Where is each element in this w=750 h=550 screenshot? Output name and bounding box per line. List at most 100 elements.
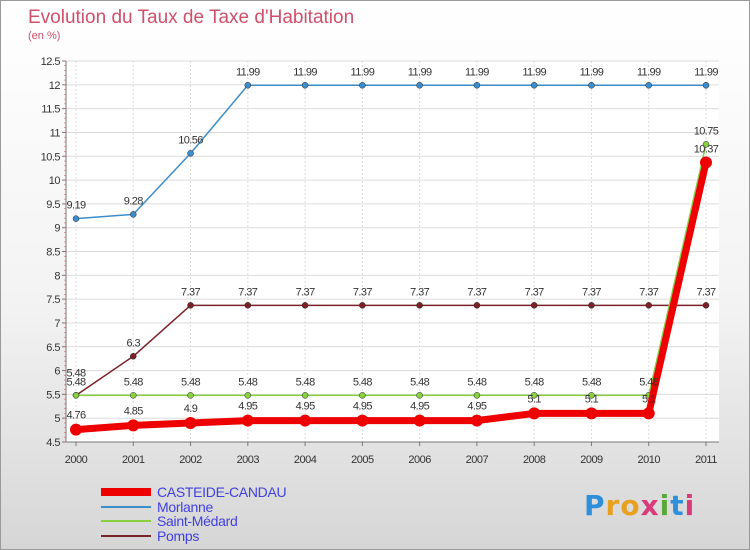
data-point-3	[244, 392, 252, 399]
data-point-2	[72, 215, 80, 222]
y-tick-label: 12	[49, 80, 61, 92]
legend-label: Pomps	[157, 527, 200, 544]
data-label: 5.48	[353, 376, 372, 388]
x-tick-label: 2003	[237, 454, 260, 466]
data-point-2	[416, 82, 423, 89]
data-label: 11.99	[694, 66, 718, 78]
data-point-1	[528, 407, 541, 420]
legend-swatch	[101, 488, 151, 497]
data-label: 4.95	[238, 401, 257, 413]
data-label: 7.37	[410, 286, 429, 298]
y-tick-label: 8	[54, 270, 60, 282]
data-point-4	[702, 302, 710, 309]
x-tick-label: 2007	[466, 454, 489, 466]
data-label: 7.37	[296, 286, 315, 298]
data-point-3	[187, 392, 194, 399]
legend-label: Morlanne	[157, 498, 213, 515]
series-line-3	[75, 143, 707, 397]
data-label: 5.48	[124, 376, 143, 388]
data-label: 10.37	[694, 143, 719, 155]
data-label: 11.99	[408, 66, 432, 78]
data-point-4	[588, 302, 595, 309]
x-tick-label: 2000	[65, 454, 88, 466]
data-label: 7.37	[582, 286, 601, 298]
data-label: 11.99	[580, 66, 604, 78]
legend-label: Saint-Médard	[157, 513, 238, 530]
data-point-3	[530, 392, 538, 399]
series-line-1	[72, 158, 710, 434]
data-point-2	[130, 211, 137, 218]
legend: CASTEIDE-CANDAU Morlanne Saint-Médard Pomps	[101, 484, 287, 544]
data-label: 5.1	[527, 393, 541, 405]
data-point-2	[530, 82, 538, 89]
legend-swatch	[101, 520, 151, 523]
data-label: 7.37	[238, 286, 257, 298]
data-point-4	[187, 302, 194, 309]
data-label: 4.95	[410, 401, 429, 413]
data-label: 11.99	[465, 66, 489, 78]
data-label: 11.99	[522, 66, 546, 78]
y-tick-label: 11	[50, 127, 61, 139]
y-tick-label: 7.5	[46, 294, 60, 306]
data-point-3	[301, 392, 309, 399]
data-label: 5.48	[66, 376, 85, 388]
data-label: 6.3	[127, 337, 141, 349]
data-point-3	[359, 392, 366, 399]
data-point-3	[702, 141, 710, 148]
data-point-4	[530, 302, 538, 309]
data-point-3	[473, 392, 481, 399]
logo-letter: x	[640, 489, 660, 522]
data-point-3	[416, 392, 423, 399]
data-label: 10.56	[178, 134, 203, 146]
legend-item: Morlanne	[101, 498, 286, 515]
data-point-1	[127, 419, 140, 432]
y-tick-label: 11.5	[41, 104, 60, 116]
x-tick-label: 2006	[408, 454, 431, 466]
y-tick-label: 9	[54, 223, 60, 235]
legend-item: Saint-Médard	[101, 513, 286, 530]
y-tick-label: 4.5	[46, 437, 60, 449]
data-point-2	[359, 82, 366, 89]
proxiti-logo: Proxiti	[584, 489, 695, 522]
data-point-1	[299, 414, 312, 427]
x-tick-label: 2002	[179, 454, 202, 466]
data-point-4	[645, 302, 652, 309]
series-line-2	[75, 84, 707, 220]
data-label: 5.1	[642, 393, 656, 405]
data-label: 5.48	[467, 376, 486, 388]
logo-letter: r	[605, 489, 621, 522]
data-label: 5.48	[525, 376, 544, 388]
data-point-1	[413, 414, 426, 427]
logo-letter: i	[684, 489, 696, 522]
data-label: 5.48	[296, 376, 315, 388]
data-point-1	[585, 407, 598, 420]
x-tick-label: 2010	[637, 454, 660, 466]
data-label: 5.48	[181, 376, 200, 388]
x-tick-label: 2001	[122, 454, 145, 466]
y-tick-label: 7	[54, 318, 60, 330]
data-label: 7.37	[467, 286, 486, 298]
data-point-1	[241, 414, 254, 427]
x-tick-label: 2004	[294, 454, 317, 466]
data-label: 7.37	[353, 286, 372, 298]
data-label: 7.37	[525, 286, 544, 298]
data-point-1	[184, 416, 197, 429]
data-label: 7.37	[639, 286, 658, 298]
data-label: 11.99	[351, 66, 375, 78]
legend-swatch	[101, 505, 151, 508]
logo-letter: t	[670, 489, 685, 522]
x-tick-label: 2008	[523, 454, 546, 466]
data-label: 5.48	[66, 367, 85, 379]
data-point-1	[700, 156, 712, 169]
data-point-2	[187, 150, 194, 157]
y-tick-label: 8.5	[46, 247, 60, 259]
y-tick-label: 5.5	[46, 389, 60, 401]
data-label: 5.48	[410, 376, 429, 388]
legend-label: CASTEIDE-CANDAU	[157, 484, 287, 501]
data-label: 5.48	[238, 376, 257, 388]
data-label: 4.95	[353, 401, 372, 413]
data-point-4	[244, 302, 252, 309]
data-label: 9.19	[66, 200, 85, 212]
